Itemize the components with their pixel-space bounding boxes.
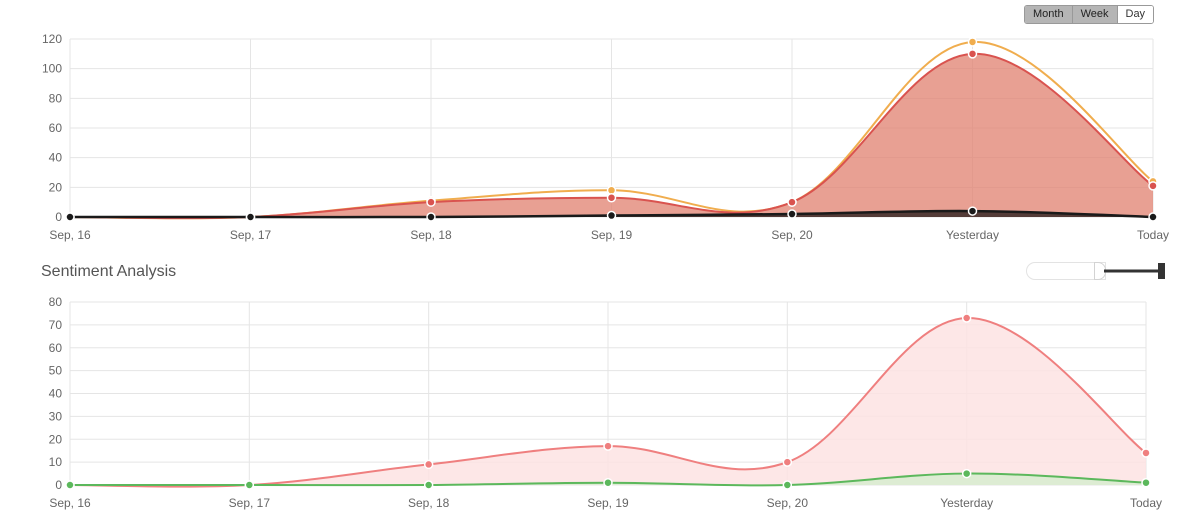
series-1-point[interactable] — [65, 480, 75, 490]
series-1-point[interactable] — [606, 192, 617, 203]
series-0-point[interactable] — [961, 313, 972, 323]
series-1-point[interactable] — [1148, 181, 1158, 191]
y-tick-label: 10 — [49, 455, 63, 469]
y-tick-label: 120 — [42, 32, 62, 46]
x-tick-label: Yesterday — [946, 228, 999, 242]
series-1-point[interactable] — [782, 480, 793, 490]
y-tick-label: 60 — [49, 341, 63, 355]
y-tick-label: 50 — [49, 364, 63, 378]
mentions-area-chart: 0 20 40 60 80 100 120 Sep, 16 Sep, 17 Sep, 18 Sep,… — [42, 32, 1169, 242]
slider-arrow-icon — [1104, 263, 1165, 279]
y-tick-label: 40 — [49, 387, 63, 401]
x-tick-label: Sep, 16 — [49, 496, 91, 510]
series-2-point[interactable] — [606, 210, 617, 221]
series-1-area — [70, 53, 1153, 219]
x-tick-label: Sep, 18 — [408, 496, 450, 510]
y-tick-label: 0 — [55, 210, 62, 224]
y-tick-label: 20 — [49, 180, 63, 194]
series-1-point[interactable] — [967, 49, 978, 59]
x-tick-label: Sep, 17 — [230, 228, 272, 242]
x-tick-label: Sep, 20 — [767, 496, 809, 510]
y-tick-label: 30 — [49, 409, 63, 423]
y-tick-label: 0 — [55, 478, 62, 492]
series-1-point[interactable] — [787, 197, 797, 207]
series-0-point[interactable] — [967, 37, 978, 47]
y-tick-label: 80 — [49, 295, 63, 309]
section-title: Sentiment Analysis — [41, 263, 177, 280]
y-tick-label: 40 — [49, 151, 63, 165]
y-tick-label: 70 — [49, 318, 63, 332]
x-tick-label: Sep, 17 — [229, 496, 271, 510]
x-tick-label: Today — [1130, 496, 1162, 510]
series-1-point[interactable] — [961, 468, 972, 479]
series-2-point[interactable] — [426, 212, 436, 222]
x-tick-label: Sep, 16 — [49, 228, 91, 242]
y-tick-label: 60 — [49, 121, 63, 135]
series-1-point[interactable] — [426, 197, 436, 207]
series-2-point[interactable] — [1148, 212, 1158, 222]
month-button[interactable]: Month — [1025, 6, 1072, 23]
series-0-area — [70, 317, 1146, 487]
series-1-point[interactable] — [244, 480, 255, 490]
series-1-point[interactable] — [1141, 477, 1151, 488]
x-tick-label: Yesterday — [940, 496, 993, 510]
series-1-point[interactable] — [423, 480, 434, 490]
x-tick-label: Today — [1137, 228, 1169, 242]
y-tick-label: 20 — [49, 432, 63, 446]
week-button[interactable]: Week — [1071, 6, 1117, 23]
series-2-point[interactable] — [787, 209, 797, 219]
range-toggle: Month Week Day — [1024, 5, 1155, 24]
series-1-point[interactable] — [603, 477, 613, 488]
x-tick-label: Sep, 19 — [591, 228, 633, 242]
series-2-point[interactable] — [65, 212, 75, 222]
x-tick-label: Sep, 18 — [410, 228, 452, 242]
mode-toggle[interactable] — [1026, 262, 1166, 282]
y-tick-label: 100 — [42, 62, 62, 76]
series-0-point[interactable] — [603, 441, 613, 451]
series-2-point[interactable] — [245, 212, 256, 222]
day-button[interactable]: Day — [1116, 6, 1154, 23]
series-0-point[interactable] — [423, 459, 434, 470]
series-2-point[interactable] — [967, 206, 978, 216]
y-tick-label: 80 — [49, 91, 63, 105]
series-1-area — [70, 473, 1146, 486]
x-tick-label: Sep, 20 — [771, 228, 813, 242]
series-0-point[interactable] — [782, 457, 793, 467]
x-tick-label: Sep, 19 — [587, 496, 629, 510]
series-0-point[interactable] — [1141, 448, 1151, 458]
